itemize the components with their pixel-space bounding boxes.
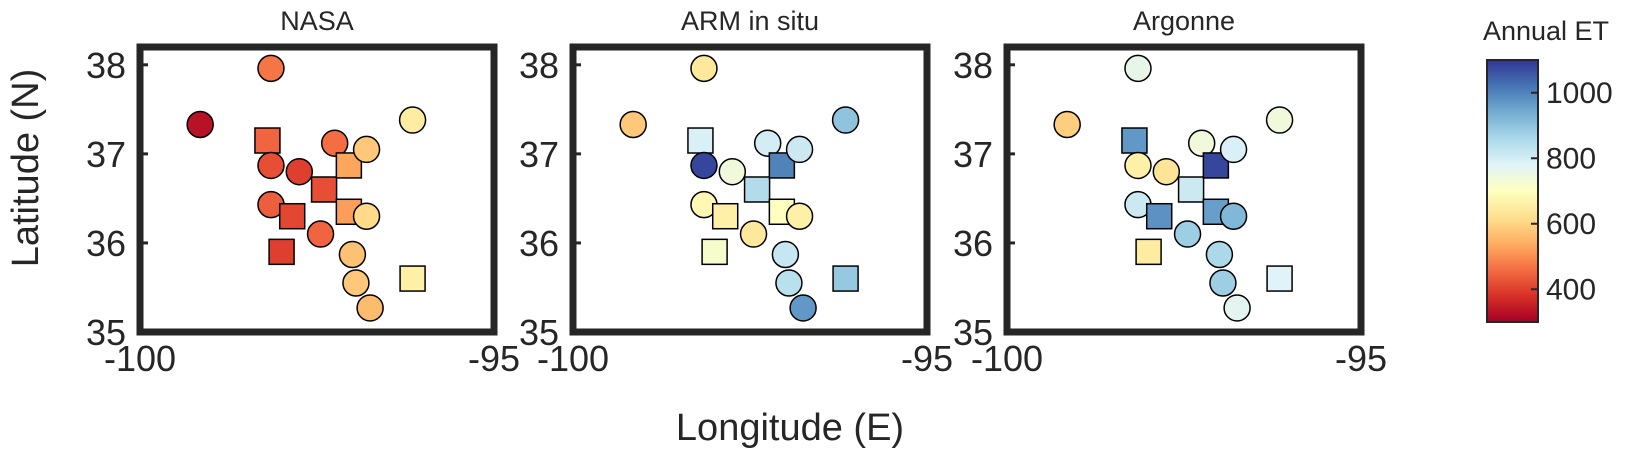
- colorbar-gradient: [1486, 59, 1539, 323]
- scatter-panel: ARM in situ 35 36 37 38 -100 -95: [519, 6, 953, 379]
- panel-frame: [136, 43, 498, 336]
- data-point-square: [254, 127, 281, 154]
- x-tick-label: -95: [901, 338, 953, 379]
- data-point-square: [687, 127, 714, 154]
- data-point-circle: [352, 135, 381, 164]
- data-point-circle: [619, 110, 647, 139]
- y-tick-label: 38: [953, 45, 993, 86]
- y-tick-label: 35: [519, 312, 559, 353]
- panel-title: NASA: [280, 6, 354, 36]
- panel-title: ARM in situ: [681, 6, 819, 36]
- x-tick-label: -100: [971, 338, 1043, 379]
- colorbar-title: Annual ET: [1483, 16, 1609, 46]
- colorbar-ticks: 400 600 800 1000: [1531, 77, 1613, 306]
- data-point-circle: [1205, 240, 1234, 269]
- data-point-circle: [789, 294, 817, 322]
- data-point-circle: [1187, 129, 1216, 157]
- data-point-circle: [1124, 54, 1152, 83]
- colorbar: Annual ET 400 600 800 1000: [1483, 16, 1613, 323]
- scatter-panel: Argonne 35 36 37 38 -100 -95: [953, 6, 1387, 379]
- data-point-circle: [718, 157, 747, 186]
- x-tick-label: -95: [1335, 338, 1387, 379]
- y-tick-label: 36: [953, 223, 993, 264]
- x-tick-label: -95: [468, 338, 520, 379]
- data-point-square: [1177, 176, 1205, 203]
- colorbar-tick-label: 1000: [1546, 77, 1613, 110]
- y-tick-label: 36: [86, 223, 126, 264]
- data-point-circle: [1152, 157, 1181, 186]
- data-point-circle: [352, 202, 381, 230]
- data-point-circle: [257, 151, 285, 180]
- data-point-circle: [785, 202, 814, 230]
- panel-title: Argonne: [1133, 6, 1235, 36]
- data-point-circle: [785, 135, 814, 164]
- data-point-square: [1145, 202, 1173, 230]
- data-point-circle: [356, 294, 384, 322]
- x-axis-label: Longitude (E): [676, 407, 904, 449]
- data-point-square: [832, 265, 859, 292]
- data-point-circle: [320, 129, 349, 157]
- data-point-circle: [342, 269, 370, 297]
- y-axis-label: Latitude (N): [5, 69, 47, 268]
- data-point-square: [701, 238, 728, 266]
- x-tick-label: -100: [104, 338, 176, 379]
- x-tick-label: -100: [537, 338, 609, 379]
- y-tick-label: 35: [86, 312, 126, 353]
- panels: NASA 35 36 37 38 -100 -95 ARM in situ 35 36 37 38 -1…: [86, 6, 1387, 379]
- data-point-circle: [338, 240, 367, 269]
- y-tick-label: 37: [519, 134, 559, 175]
- data-point-circle: [690, 54, 718, 83]
- data-point-circle: [690, 151, 718, 180]
- colorbar-tick-label: 800: [1546, 142, 1596, 175]
- data-point-circle: [1209, 269, 1237, 297]
- data-point-circle: [398, 106, 427, 134]
- data-point-circle: [1223, 294, 1251, 322]
- data-point-circle: [775, 269, 803, 297]
- data-point-square: [1135, 238, 1162, 266]
- panel-frame: [1003, 43, 1365, 336]
- data-point-square: [1121, 127, 1148, 154]
- data-point-circle: [771, 240, 800, 269]
- data-point-circle: [1053, 110, 1081, 139]
- colorbar-tick-label: 600: [1546, 208, 1596, 241]
- data-point-circle: [257, 54, 285, 83]
- data-point-circle: [186, 110, 214, 139]
- y-tick-label: 38: [519, 45, 559, 86]
- data-point-square: [1266, 265, 1293, 292]
- data-point-circle: [1124, 151, 1152, 180]
- data-point-square: [711, 202, 739, 230]
- data-point-square: [743, 176, 771, 203]
- y-tick-label: 37: [86, 134, 126, 175]
- data-point-square: [278, 202, 306, 230]
- data-point-circle: [739, 220, 768, 248]
- y-tick-label: 36: [519, 223, 559, 264]
- data-point-circle: [1265, 106, 1294, 134]
- data-point-circle: [753, 129, 782, 157]
- y-tick-label: 37: [953, 134, 993, 175]
- data-point-circle: [831, 106, 860, 134]
- data-point-circle: [285, 157, 314, 186]
- scatter-panel: NASA 35 36 37 38 -100 -95: [86, 6, 520, 379]
- data-point-square: [268, 238, 295, 266]
- panel-frame: [569, 43, 931, 336]
- y-tick-label: 38: [86, 45, 126, 86]
- y-tick-label: 35: [953, 312, 993, 353]
- data-point-circle: [1219, 202, 1248, 230]
- data-point-square: [310, 176, 338, 203]
- data-point-circle: [1173, 220, 1202, 248]
- data-point-circle: [306, 220, 335, 248]
- data-point-circle: [1219, 135, 1248, 164]
- colorbar-tick-label: 400: [1546, 273, 1596, 306]
- data-point-square: [399, 265, 426, 292]
